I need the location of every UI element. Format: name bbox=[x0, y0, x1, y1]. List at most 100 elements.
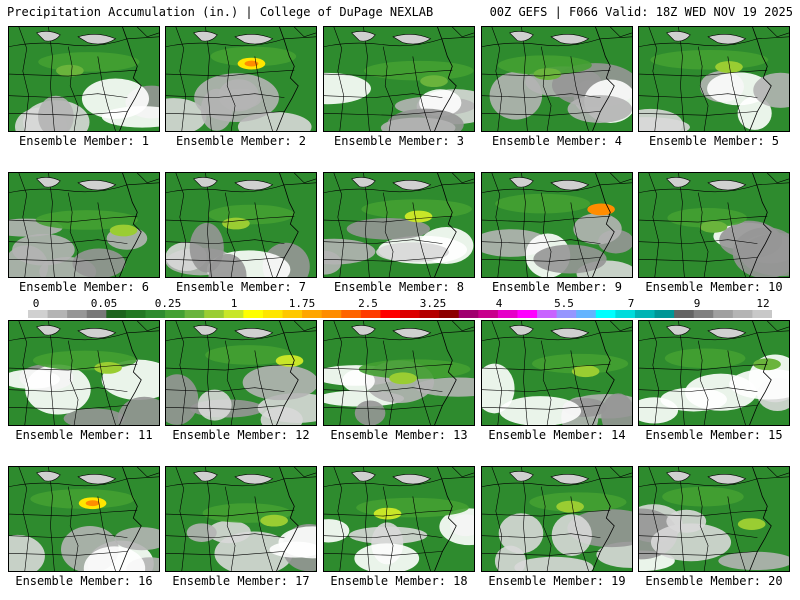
ensemble-map-20 bbox=[638, 466, 790, 572]
ensemble-member-label: Ensemble Member: 5 bbox=[648, 134, 780, 148]
colorbar-segment bbox=[145, 310, 166, 318]
ensemble-map-8 bbox=[323, 172, 475, 278]
colorbar-segment bbox=[262, 310, 284, 318]
precipitation-map bbox=[482, 27, 632, 131]
ensemble-member-label: Ensemble Member: 4 bbox=[491, 134, 623, 148]
precipitation-map bbox=[639, 173, 789, 277]
colorbar-segment bbox=[125, 310, 146, 318]
ensemble-map-7 bbox=[165, 172, 317, 278]
colorbar-tick-label: 2.5 bbox=[358, 297, 378, 310]
ensemble-map-18 bbox=[323, 466, 475, 572]
ensemble-map-5 bbox=[638, 26, 790, 132]
colorbar-segment bbox=[282, 310, 303, 318]
ensemble-member-label: Ensemble Member: 13 bbox=[330, 428, 468, 442]
ensemble-map-6 bbox=[8, 172, 160, 278]
ensemble-map-15 bbox=[638, 320, 790, 426]
colorbar-tick-label: 3.25 bbox=[419, 297, 447, 310]
ensemble-map-17 bbox=[165, 466, 317, 572]
colorbar-segment bbox=[517, 310, 538, 318]
precipitation-map bbox=[9, 173, 159, 277]
colorbar-segment bbox=[713, 310, 734, 318]
colorbar-segment bbox=[28, 310, 49, 318]
ensemble-member-label: Ensemble Member: 6 bbox=[18, 280, 150, 294]
colorbar-segment bbox=[106, 310, 127, 318]
precipitation-map bbox=[9, 27, 159, 131]
precipitation-map bbox=[639, 467, 789, 571]
colorbar-segment bbox=[223, 310, 244, 318]
precipitation-map bbox=[166, 467, 316, 571]
precipitation-map bbox=[166, 321, 316, 425]
colorbar-segment bbox=[595, 310, 616, 318]
ensemble-map-9 bbox=[481, 172, 633, 278]
precipitation-map bbox=[482, 321, 632, 425]
ensemble-member-label: Ensemble Member: 1 bbox=[18, 134, 150, 148]
colorbar-tick-label: 9 bbox=[693, 297, 701, 310]
ensemble-map-10 bbox=[638, 172, 790, 278]
ensemble-map-4 bbox=[481, 26, 633, 132]
colorbar-segment bbox=[184, 310, 205, 318]
colorbar-tick-label: 12 bbox=[756, 297, 770, 310]
precipitation-map bbox=[324, 321, 474, 425]
colorbar-segment bbox=[341, 310, 362, 318]
colorbar-segment bbox=[732, 310, 753, 318]
precipitation-map bbox=[324, 467, 474, 571]
colorbar-segment bbox=[165, 310, 186, 318]
ensemble-member-label: Ensemble Member: 7 bbox=[175, 280, 307, 294]
colorbar-segment bbox=[615, 310, 636, 318]
precipitation-map bbox=[324, 173, 474, 277]
ensemble-map-13 bbox=[323, 320, 475, 426]
model-run-info: 00Z GEFS | F066 Valid: 18Z WED NOV 19 20… bbox=[489, 5, 793, 19]
colorbar-segment bbox=[693, 310, 714, 318]
ensemble-member-label: Ensemble Member: 9 bbox=[491, 280, 623, 294]
ensemble-map-3 bbox=[323, 26, 475, 132]
ensemble-map-2 bbox=[165, 26, 317, 132]
colorbar-tick-label: 5.5 bbox=[554, 297, 574, 310]
colorbar-segment bbox=[439, 310, 460, 318]
precipitation-map bbox=[482, 173, 632, 277]
colorbar-segment bbox=[204, 310, 225, 318]
colorbar-segment bbox=[752, 310, 772, 318]
ensemble-member-label: Ensemble Member: 19 bbox=[488, 574, 626, 588]
colorbar-segment bbox=[243, 310, 264, 318]
ensemble-map-1 bbox=[8, 26, 160, 132]
precipitation-map bbox=[639, 321, 789, 425]
ensemble-member-label: Ensemble Member: 14 bbox=[488, 428, 626, 442]
colorbar-segment bbox=[360, 310, 381, 318]
ensemble-map-11 bbox=[8, 320, 160, 426]
colorbar-segment bbox=[537, 310, 558, 318]
ensemble-member-label: Ensemble Member: 16 bbox=[15, 574, 153, 588]
precipitation-map bbox=[639, 27, 789, 131]
colorbar-tick-label: 1.75 bbox=[288, 297, 316, 310]
ensemble-member-label: Ensemble Member: 12 bbox=[172, 428, 310, 442]
colorbar-segment bbox=[47, 310, 68, 318]
ensemble-map-14 bbox=[481, 320, 633, 426]
colorbar-segment bbox=[478, 310, 499, 318]
colorbar-segment bbox=[556, 310, 577, 318]
colorbar-tick-label: 4 bbox=[495, 297, 503, 310]
ensemble-member-label: Ensemble Member: 20 bbox=[645, 574, 783, 588]
map-title: Precipitation Accumulation (in.) | Colle… bbox=[7, 5, 434, 19]
ensemble-member-label: Ensemble Member: 2 bbox=[175, 134, 307, 148]
ensemble-member-label: Ensemble Member: 11 bbox=[15, 428, 153, 442]
colorbar-segment bbox=[400, 310, 421, 318]
colorbar-segment bbox=[419, 310, 440, 318]
colorbar-tick-label: 0.25 bbox=[154, 297, 182, 310]
precipitation-map bbox=[324, 27, 474, 131]
precipitation-map bbox=[9, 321, 159, 425]
precipitation-map bbox=[166, 173, 316, 277]
colorbar-segment bbox=[380, 310, 401, 318]
colorbar-tick-label: 1 bbox=[230, 297, 238, 310]
precipitation-map bbox=[482, 467, 632, 571]
ensemble-member-label: Ensemble Member: 8 bbox=[333, 280, 465, 294]
colorbar-segment bbox=[674, 310, 695, 318]
ensemble-member-label: Ensemble Member: 15 bbox=[645, 428, 783, 442]
colorbar-segment bbox=[86, 310, 107, 318]
precipitation-map bbox=[9, 467, 159, 571]
colorbar-segment bbox=[654, 310, 675, 318]
ensemble-member-label: Ensemble Member: 17 bbox=[172, 574, 310, 588]
colorbar-tick-label: 7 bbox=[627, 297, 635, 310]
colorbar-segment bbox=[458, 310, 479, 318]
ensemble-map-16 bbox=[8, 466, 160, 572]
colorbar-segment bbox=[576, 310, 597, 318]
colorbar-segment bbox=[634, 310, 656, 318]
